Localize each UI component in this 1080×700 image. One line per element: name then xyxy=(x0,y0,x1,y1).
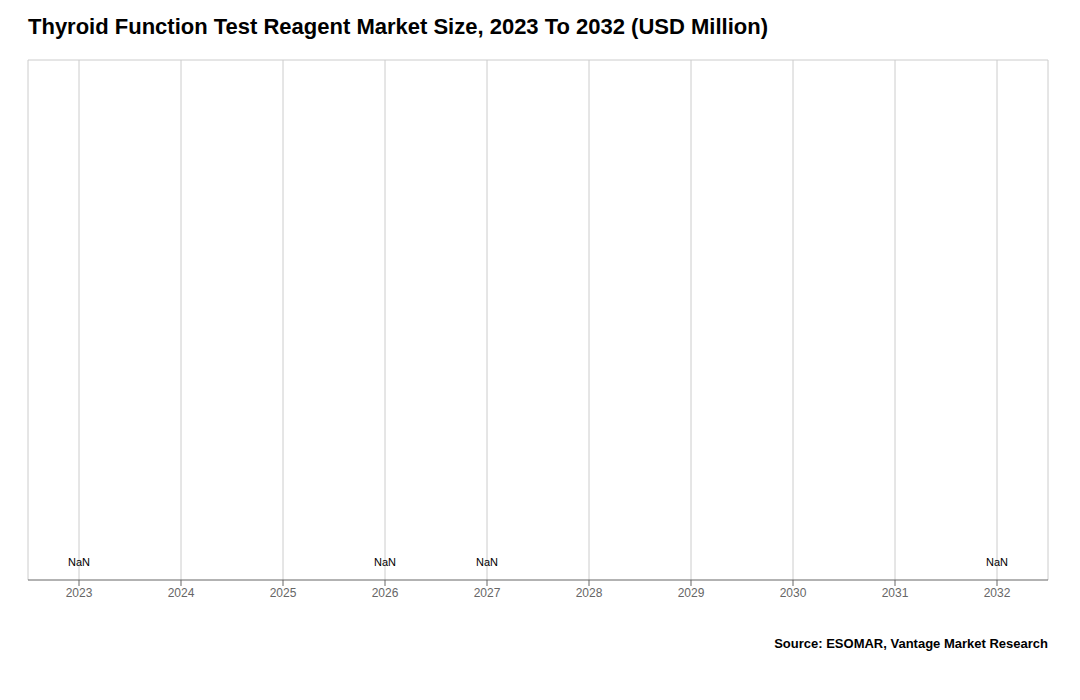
svg-text:2029: 2029 xyxy=(678,586,705,600)
svg-text:2027: 2027 xyxy=(474,586,501,600)
svg-text:NaN: NaN xyxy=(476,556,498,568)
svg-text:2028: 2028 xyxy=(576,586,603,600)
svg-text:2024: 2024 xyxy=(168,586,195,600)
svg-text:NaN: NaN xyxy=(986,556,1008,568)
svg-text:2026: 2026 xyxy=(372,586,399,600)
svg-text:2030: 2030 xyxy=(780,586,807,600)
svg-text:NaN: NaN xyxy=(374,556,396,568)
svg-text:2031: 2031 xyxy=(882,586,909,600)
svg-text:2032: 2032 xyxy=(984,586,1011,600)
html-text:Source: ESOMAR, Vantage Market: Source: ESOMAR, Vantage Market Research xyxy=(774,636,1048,651)
svg-text:NaN: NaN xyxy=(68,556,90,568)
svg-text:2023: 2023 xyxy=(66,586,93,600)
svg-text:2025: 2025 xyxy=(270,586,297,600)
html-text:Thyroid Function Test Reagent: Thyroid Function Test Reagent Market Siz… xyxy=(28,14,768,39)
